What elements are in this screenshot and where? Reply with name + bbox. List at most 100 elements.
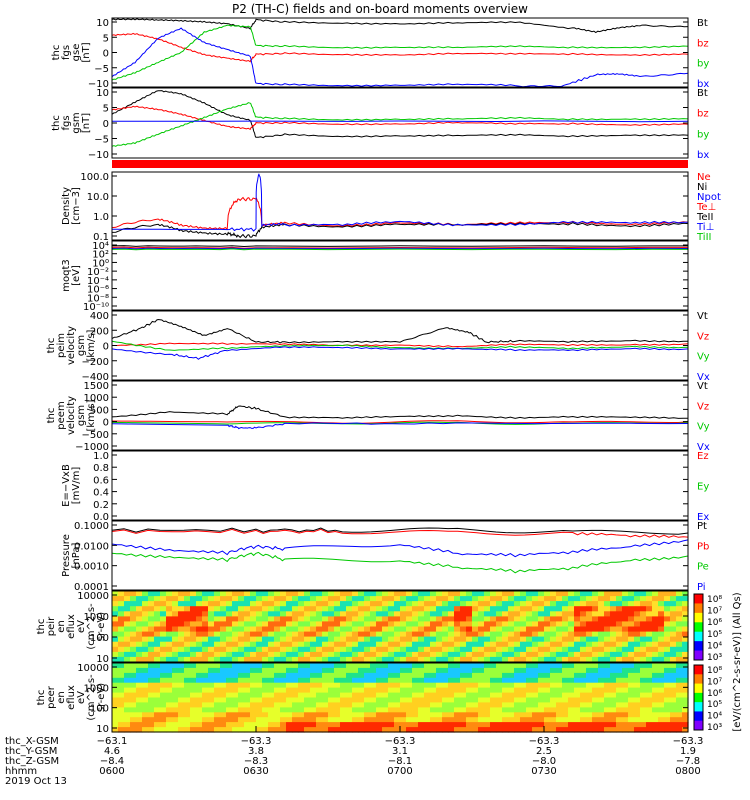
spectrogram-cell [160, 626, 167, 633]
spectrogram-cell [664, 636, 671, 643]
spectrogram-cell [394, 656, 401, 663]
spectrogram-cell [316, 717, 323, 723]
spectrogram-cell [160, 677, 167, 684]
spectrogram-cell [322, 651, 329, 658]
spectrogram-cell [340, 631, 347, 638]
spectrogram-cell [190, 636, 197, 643]
x-tick-ygsm: 4.6 [104, 746, 120, 757]
spectrogram-cell [424, 641, 431, 648]
spectrogram-cell [256, 596, 263, 602]
spectrogram-cell [364, 591, 371, 597]
spectrogram-cell [472, 656, 479, 663]
x-tick-time: 0700 [387, 766, 412, 777]
spectrogram-cell [214, 606, 221, 612]
spectrogram-cell [304, 656, 311, 663]
spectrogram-cell [274, 626, 281, 633]
spectrogram-cell [574, 667, 581, 674]
spectrogram-cell [538, 591, 545, 597]
spectrogram-cell [274, 722, 281, 728]
spectrogram-cell [172, 636, 179, 643]
spectrogram-cell [646, 611, 653, 617]
spectrogram-cell [376, 611, 383, 617]
spectrogram-cell [424, 712, 431, 718]
spectrogram-cell [418, 596, 425, 602]
spectrogram-cell [406, 646, 413, 653]
spectrogram-cell [322, 606, 329, 612]
spectrogram-cell [682, 672, 689, 679]
spectrogram-cell [112, 656, 119, 663]
spectrogram-cell [586, 601, 593, 607]
spectrogram-cell [448, 712, 455, 718]
spectrogram-cell [580, 702, 587, 708]
y-tick-label: −5 [94, 64, 109, 75]
spectrogram-cell [466, 656, 473, 663]
spectrogram-cell [568, 663, 575, 669]
spectrogram-cell [142, 601, 149, 607]
spectrogram-cell [112, 712, 119, 718]
spectrogram-cell [676, 591, 683, 597]
spectrogram-cell [490, 717, 497, 723]
spectrogram-cell [400, 677, 407, 684]
spectrogram-cell [268, 641, 275, 648]
spectrogram-cell [334, 651, 341, 658]
spectrogram-cell [556, 697, 563, 703]
spectrogram-cell [430, 601, 437, 607]
spectrogram-cell [310, 641, 317, 648]
spectrogram-cell [598, 692, 605, 699]
spectrogram-cell [160, 692, 167, 699]
spectrogram-cell [400, 611, 407, 617]
y-axis-label: fgs [61, 115, 72, 130]
spectrogram-cell [448, 727, 455, 733]
spectrogram-cell [580, 722, 587, 728]
spectrogram-cell [682, 611, 689, 617]
spectrogram-cell [496, 596, 503, 602]
spectrogram-cell [274, 707, 281, 713]
spectrogram-cell [256, 727, 263, 733]
spectrogram-cell [268, 596, 275, 602]
spectrogram-cell [262, 606, 269, 612]
spectrogram-cell [628, 616, 635, 623]
spectrogram-cell [136, 722, 143, 728]
spectrogram-cell [142, 656, 149, 663]
spectrogram-cell [544, 636, 551, 643]
spectrogram-cell [280, 692, 287, 699]
spectrogram-cell [550, 712, 557, 718]
spectrogram-cell [292, 641, 299, 648]
spectrogram-cell [580, 606, 587, 612]
spectrogram-cell [568, 672, 575, 679]
spectrogram-cell [298, 677, 305, 684]
spectrogram-cell [556, 601, 563, 607]
spectrogram-cell [472, 702, 479, 708]
spectrogram-cell [250, 606, 257, 612]
spectrogram-cell [148, 697, 155, 703]
spectrogram-cell [556, 651, 563, 658]
spectrogram-cell [244, 707, 251, 713]
spectrogram-cell [592, 727, 599, 733]
spectrogram-cell [178, 591, 185, 597]
spectrogram-cell [640, 636, 647, 643]
spectrogram-cell [400, 626, 407, 633]
spectrogram-cell [412, 616, 419, 623]
spectrogram-cell [274, 687, 281, 694]
legend-by: by [697, 129, 709, 140]
spectrogram-cell [436, 722, 443, 728]
spectrogram-cell [658, 656, 665, 663]
spectrogram-cell [196, 722, 203, 728]
spectrogram-cell [358, 722, 365, 728]
spectrogram-cell [298, 621, 305, 628]
spectrogram-cell [670, 702, 677, 708]
spectrogram-cell [346, 596, 353, 602]
spectrogram-cell [640, 641, 647, 648]
spectrogram-cell [190, 591, 197, 597]
spectrogram-cell [412, 651, 419, 658]
spectrogram-cell [538, 677, 545, 684]
spectrogram-cell [250, 677, 257, 684]
spectrogram-cell [118, 626, 125, 633]
spectrogram-cell [268, 626, 275, 633]
spectrogram-cell [280, 712, 287, 718]
spectrogram-cell [610, 717, 617, 723]
spectrogram-cell [538, 682, 545, 689]
spectrogram-cell [514, 682, 521, 689]
legend-Vt: Vt [697, 381, 708, 392]
spectrogram-cell [496, 712, 503, 718]
